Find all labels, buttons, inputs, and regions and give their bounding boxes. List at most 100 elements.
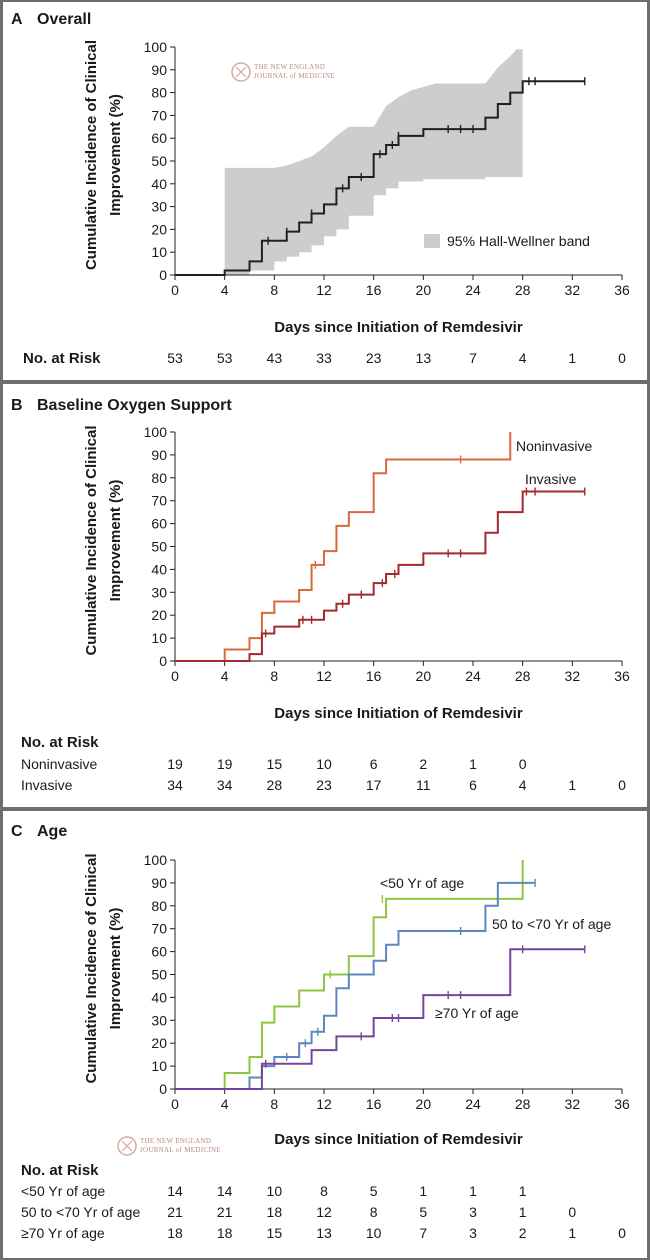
x-tick-label: 20 [416, 282, 432, 298]
x-tick-label: 28 [515, 1096, 531, 1112]
risk-value: 0 [519, 756, 527, 772]
y-tick-label: 80 [151, 470, 167, 486]
series-label-invasive: Invasive [525, 471, 577, 487]
y-tick-label: 50 [151, 967, 167, 983]
x-tick-label: 20 [416, 668, 432, 684]
risk-table-heading: No. at Risk [21, 734, 99, 751]
risk-value: 11 [416, 777, 431, 793]
y-tick-label: 60 [151, 130, 167, 146]
x-tick-label: 32 [565, 1096, 581, 1112]
y-tick-label: 50 [151, 153, 167, 169]
risk-value: 6 [370, 756, 378, 772]
journal-logo-line2: JOURNAL of MEDICINE [254, 72, 335, 80]
series-line-overall [175, 80, 585, 276]
risk-value: 7 [469, 350, 477, 366]
x-tick-label: 4 [221, 1096, 229, 1112]
series-line--50-yr-of-age [175, 860, 524, 1090]
y-tick-label: 30 [151, 199, 167, 215]
journal-seal-icon [117, 1136, 137, 1156]
x-tick-label: 36 [614, 668, 630, 684]
chart-overall: A Overall THE NEW ENGLAND JOURNAL of MED… [11, 11, 630, 367]
x-tick-label: 16 [366, 668, 382, 684]
y-tick-label: 0 [159, 267, 167, 283]
series-line-50-to-70-yr-of-age [175, 881, 536, 1090]
chart-age: C Age THE NEW ENGLAND JOURNAL of MEDICIN… [11, 823, 630, 1241]
series-line-noninvasive [175, 432, 512, 662]
risk-value: 1 [519, 1204, 527, 1220]
risk-value: 10 [267, 1183, 283, 1199]
risk-value: 8 [370, 1204, 378, 1220]
y-tick-label: 70 [151, 921, 167, 937]
risk-value: 18 [217, 1225, 233, 1241]
x-tick-label: 12 [316, 282, 332, 298]
risk-row-label: Noninvasive [21, 756, 97, 772]
risk-value: 21 [167, 1204, 183, 1220]
y-tick-label: 40 [151, 176, 167, 192]
y-tick-label: 100 [144, 424, 168, 440]
x-axis-label: Days since Initiation of Remdesivir [274, 705, 523, 722]
risk-value: 15 [267, 1225, 283, 1241]
risk-value: 34 [167, 777, 183, 793]
x-tick-label: 12 [316, 1096, 332, 1112]
panel-age: C Age THE NEW ENGLAND JOURNAL of MEDICIN… [3, 811, 647, 1258]
x-axis-label: Days since Initiation of Remdesivir [274, 319, 523, 336]
risk-value: 5 [370, 1183, 378, 1199]
x-tick-label: 24 [465, 668, 481, 684]
risk-value: 3 [469, 1204, 477, 1220]
x-tick-label: 28 [515, 282, 531, 298]
journal-logo-line2: JOURNAL of MEDICINE [140, 1146, 221, 1154]
chart-baseline-oxygen: B Baseline Oxygen Support 01020304050607… [11, 397, 630, 793]
risk-value: 34 [217, 777, 233, 793]
series-label-70-plus: ≥70 Yr of age [435, 1005, 519, 1021]
y-tick-label: 90 [151, 62, 167, 78]
risk-value: 1 [469, 1183, 477, 1199]
y-tick-label: 100 [144, 39, 168, 55]
risk-value: 12 [316, 1204, 332, 1220]
y-axis-label-line2: Improvement (%) [107, 908, 124, 1030]
risk-value: 4 [519, 777, 527, 793]
panel-baseline-oxygen-support: B Baseline Oxygen Support 0 10 20 30 40 50 60 7… [3, 384, 647, 807]
risk-row-label: <50 Yr of age [21, 1183, 105, 1199]
y-tick-label: 20 [151, 607, 167, 623]
y-tick-label: 20 [151, 1035, 167, 1051]
x-tick-label: 0 [171, 668, 179, 684]
journal-logo-line1: THE NEW ENGLAND [254, 63, 325, 71]
x-tick-label: 8 [270, 282, 278, 298]
legend: 95% Hall-Wellner band [424, 233, 590, 249]
y-tick-label: 90 [151, 875, 167, 891]
risk-value: 0 [568, 1204, 576, 1220]
risk-value: 1 [419, 1183, 427, 1199]
series-line-invasive [175, 490, 585, 662]
y-tick-label: 90 [151, 447, 167, 463]
y-tick-label: 60 [151, 516, 167, 532]
x-tick-label: 36 [614, 282, 630, 298]
risk-value: 10 [316, 756, 332, 772]
y-tick-label: 10 [151, 244, 167, 260]
x-tick-label: 8 [270, 1096, 278, 1112]
risk-value: 14 [167, 1183, 183, 1199]
risk-value: 14 [217, 1183, 233, 1199]
chart-title: Overall [37, 11, 91, 28]
journal-seal-mark [121, 1140, 133, 1152]
risk-table-heading: No. at Risk [21, 1162, 99, 1179]
risk-value: 1 [519, 1183, 527, 1199]
x-tick-label: 8 [270, 668, 278, 684]
risk-value: 0 [618, 1225, 626, 1241]
series-label-under-50: <50 Yr of age [380, 875, 464, 891]
x-tick-label: 32 [565, 282, 581, 298]
panel-letter: A [11, 11, 23, 28]
risk-value: 18 [167, 1225, 183, 1241]
risk-value: 19 [167, 756, 183, 772]
y-tick-label: 10 [151, 1058, 167, 1074]
x-tick-label: 0 [171, 1096, 179, 1112]
y-axis-label-line1: Cumulative Incidence of Clinical [83, 40, 100, 270]
risk-value: 3 [469, 1225, 477, 1241]
risk-value: 8 [320, 1183, 328, 1199]
y-tick-label: 10 [151, 630, 167, 646]
chart-title: Age [37, 823, 67, 840]
x-tick-label: 24 [465, 282, 481, 298]
x-tick-label: 16 [366, 282, 382, 298]
risk-value: 43 [267, 350, 283, 366]
risk-value: 23 [316, 777, 332, 793]
